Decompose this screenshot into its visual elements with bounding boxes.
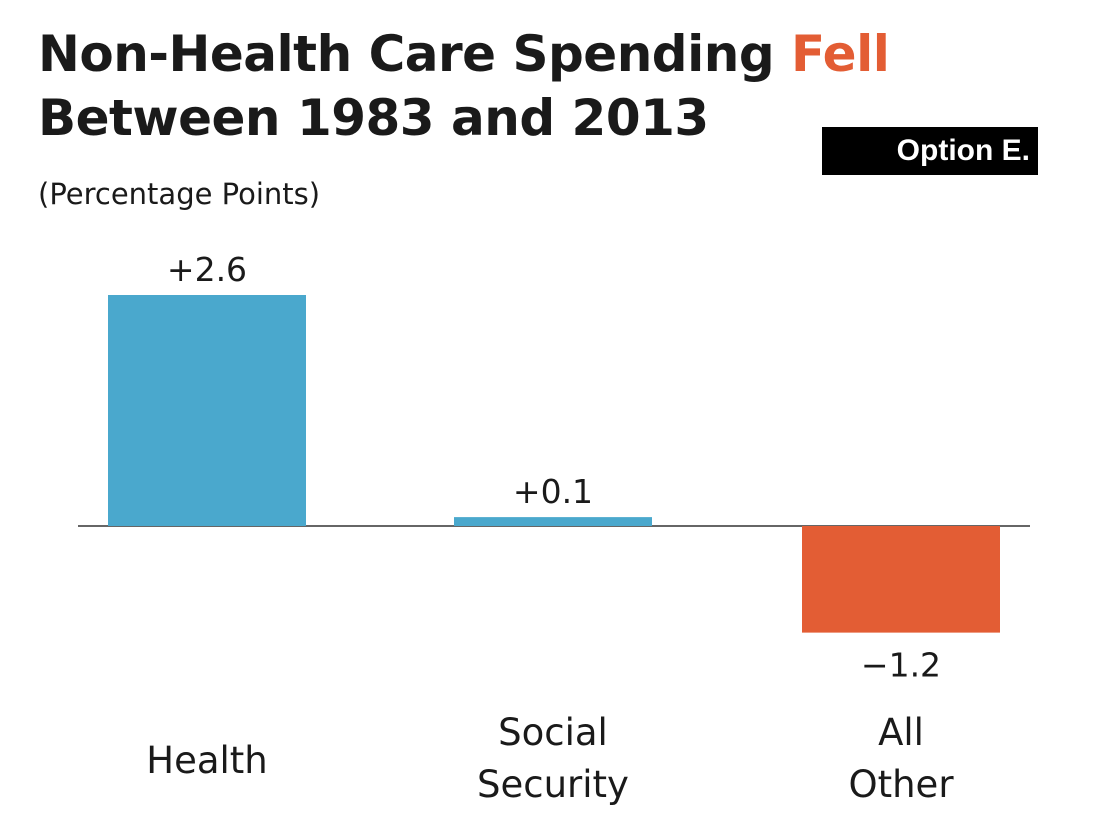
bar-2 — [802, 526, 1000, 633]
bar-0 — [108, 295, 306, 526]
chart-title: Non-Health Care Spending Fell Between 198… — [38, 22, 938, 150]
category-label-2: All Other — [848, 711, 954, 806]
title-line2: Between 1983 and 2013 — [38, 89, 709, 147]
category-label-1: Social Security — [477, 711, 629, 806]
title-accent: Fell — [791, 25, 890, 83]
bar-1 — [454, 517, 652, 526]
value-label-1: +0.1 — [513, 472, 593, 511]
value-label-0: +2.6 — [167, 250, 247, 289]
category-label-0: Health — [146, 739, 268, 782]
option-badge: Option E. — [822, 127, 1038, 175]
title-prefix: Non-Health Care Spending — [38, 25, 792, 83]
value-label-2: −1.2 — [861, 646, 941, 685]
chart-subtitle: (Percentage Points) — [38, 177, 321, 211]
